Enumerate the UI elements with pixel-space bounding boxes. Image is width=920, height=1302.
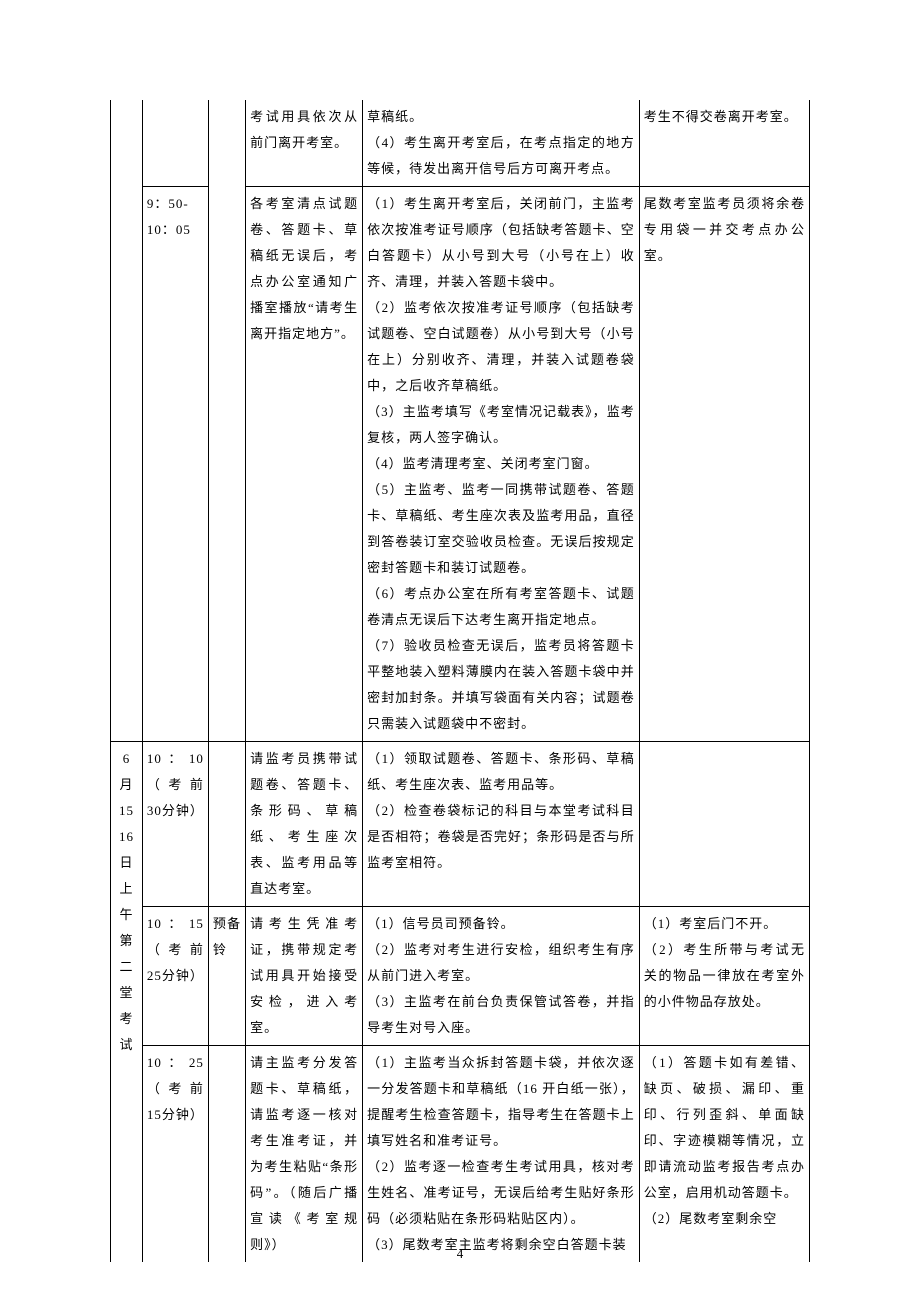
cell-time: 10：10（考前 30分钟） (142, 742, 208, 907)
time-text: 9：50- (147, 196, 189, 211)
schedule-table: 考试用具依次从前门离开考室。 草稿纸。（4）考生离开考室后，在考点指定的地方等候… (110, 100, 810, 1262)
date-line: 堂 (119, 985, 133, 1000)
cell-broadcast: 请考生凭准考证，携带规定考试用具开始接受安检，进入考室。 (246, 907, 363, 1046)
date-line: 试 (119, 1037, 133, 1052)
cell-date (111, 100, 143, 187)
date-line: 午 (119, 907, 133, 922)
page-number: 4 (0, 1246, 920, 1262)
cell-signal (208, 100, 245, 187)
date-line: 考 (119, 1011, 133, 1026)
cell-broadcast: 各考室清点试题卷、答题卡、草稿纸无误后，考点办公室通知广播室播放“请考生离开指定… (246, 187, 363, 742)
date-line: 二 (119, 959, 133, 974)
cell-date: 6 月 15 16 日 上 午 第 二 堂 考 试 (111, 742, 143, 1263)
date-line: 15 (119, 803, 134, 818)
date-line: 日 (119, 855, 133, 870)
date-line: 第 (119, 933, 133, 948)
date-line: 16 (119, 829, 134, 844)
cell-signal (208, 1046, 245, 1263)
table-row: 考试用具依次从前门离开考室。 草稿纸。（4）考生离开考室后，在考点指定的地方等候… (111, 100, 810, 187)
date-line: 月 (119, 777, 133, 792)
cell-note: （1）答题卡如有差错、缺页、破损、漏印、重印、行列歪斜、单面缺印、字迹模糊等情况… (639, 1046, 809, 1263)
cell-broadcast: 请主监考分发答题卡、草稿纸，请监考逐一核对考生准考证，并为考生粘贴“条形码”。（… (246, 1046, 363, 1263)
cell-signal (208, 187, 245, 742)
cell-note: 考生不得交卷离开考室。 (639, 100, 809, 187)
cell-note (639, 742, 809, 907)
cell-time: 10：15（考前 25分钟） (142, 907, 208, 1046)
table-row: 10：25（考前 15分钟） 请主监考分发答题卡、草稿纸，请监考逐一核对考生准考… (111, 1046, 810, 1263)
cell-time (142, 100, 208, 187)
cell-time: 10：25（考前 15分钟） (142, 1046, 208, 1263)
date-line: 6 (123, 751, 131, 766)
cell-work: （1）考生离开考室后，关闭前门，主监考依次按准考证号顺序（包括缺考答题卡、空白答… (363, 187, 640, 742)
cell-note: （1）考室后门不开。（2）考生所带与考试无关的物品一律放在考室外的小件物品存放处… (639, 907, 809, 1046)
table-row: 10：15（考前 25分钟） 预备铃 请考生凭准考证，携带规定考试用具开始接受安… (111, 907, 810, 1046)
cell-work: （1）主监考当众拆封答题卡袋，并依次逐一分发答题卡和草稿纸（16 开白纸一张），… (363, 1046, 640, 1263)
cell-work: （1）信号员司预备铃。（2）监考对考生进行安检，组织考生有序从前门进入考室。（3… (363, 907, 640, 1046)
time-text: 10：05 (147, 222, 191, 237)
date-line: 上 (119, 881, 133, 896)
cell-time: 9：50- 10：05 (142, 187, 208, 742)
table-row: 6 月 15 16 日 上 午 第 二 堂 考 试 10：10（考前 30分钟）… (111, 742, 810, 907)
cell-date (111, 187, 143, 742)
cell-work: 草稿纸。（4）考生离开考室后，在考点指定的地方等候，待发出离开信号后方可离开考点… (363, 100, 640, 187)
cell-note: 尾数考室监考员须将余卷专用袋一并交考点办公室。 (639, 187, 809, 742)
table-row: 9：50- 10：05 各考室清点试题卷、答题卡、草稿纸无误后，考点办公室通知广… (111, 187, 810, 742)
cell-signal: 预备铃 (208, 907, 245, 1046)
cell-broadcast: 请监考员携带试题卷、答题卡、条形码、草稿纸、考生座次表、监考用品等直达考室。 (246, 742, 363, 907)
cell-signal (208, 742, 245, 907)
cell-broadcast: 考试用具依次从前门离开考室。 (246, 100, 363, 187)
cell-work: （1）领取试题卷、答题卡、条形码、草稿纸、考生座次表、监考用品等。（2）检查卷袋… (363, 742, 640, 907)
